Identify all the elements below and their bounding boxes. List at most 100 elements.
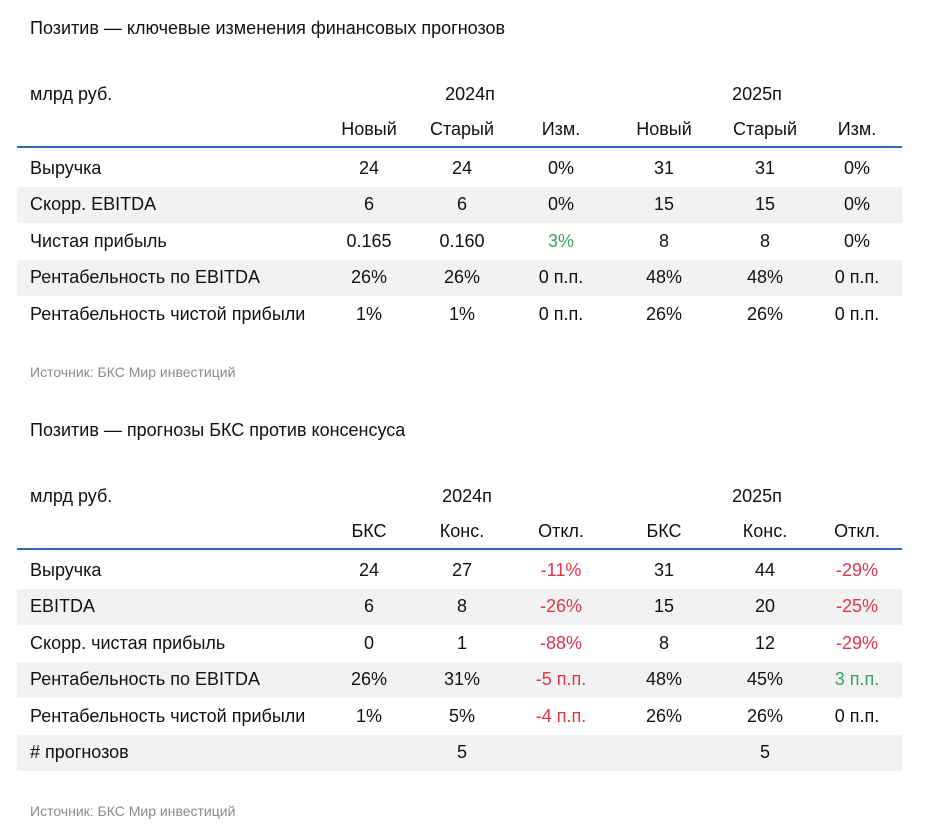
table-cell [515,735,607,772]
table1-year-2024: 2024п [445,84,495,104]
table2-header-row: БКС Конс. Откл. БКС Конс. Откл. [17,514,902,550]
table1-source: Источник: БКС Мир инвестиций [30,364,236,380]
table-cell: 48% [645,669,683,690]
table-cell: 26% [746,705,784,726]
table-cell: 31 [653,157,675,178]
table-cell: 0.160 [439,230,485,251]
table-cell: 1% [355,303,382,324]
row-label: Рентабельность чистой прибыли [30,303,306,324]
table-cell: 44 [754,559,776,580]
table-cell: 6 [456,194,467,215]
row-label: Рентабельность по EBITDA [30,267,260,288]
table-cell: 1 [456,632,467,653]
table-cell: 0 п.п. [834,267,880,288]
table-cell-negative: -11% [540,559,582,580]
row-label: # прогнозов [30,742,129,763]
row-label: EBITDA [30,596,96,617]
table-cell: 24 [451,157,473,178]
table2-row-adj-net-income: Скорр. чистая прибыль 0 1 -88% 8 12 -29% [17,625,902,662]
table-cell-negative: -29% [835,559,879,580]
table2-row-revenue: Выручка 24 27 -11% 31 44 -29% [17,552,902,589]
table-cell: 15 [754,194,776,215]
table-cell: 8 [759,230,770,251]
table-cell-negative: -29% [835,632,879,653]
table2-col-header: Конс. [439,520,485,541]
table-cell: 0 п.п. [834,303,880,324]
table1-title: Позитив — ключевые изменения финансовых … [30,18,506,38]
table1-col-header: Изм. [837,118,877,139]
table1-row-revenue: Выручка 24 24 0% 31 31 0% [17,150,902,187]
row-label: Выручка [30,157,102,178]
table1-year-2025: 2025п [732,84,782,104]
row-label: Скорр. чистая прибыль [30,632,226,653]
table2-year-2024: 2024п [442,486,492,506]
table-cell: 0 [363,632,374,653]
row-label: Чистая прибыль [30,230,167,251]
table-cell: 15 [653,194,675,215]
table1-row-ebitda-margin: Рентабельность по EBITDA 26% 26% 0 п.п. … [17,259,902,296]
table-cell: 8 [658,632,669,653]
table1-unit: млрд руб. [30,84,113,104]
row-label: Скорр. EBITDA [30,194,157,215]
table-cell: 45% [746,669,784,690]
table-cell: 0 п.п. [538,267,584,288]
table-cell: 48% [746,267,784,288]
table2-col-header: Конс. [742,520,788,541]
table-cell-negative: -4 п.п. [535,705,587,726]
table2-col-header: БКС [351,520,387,541]
table-cell: 26% [645,303,683,324]
table2-source: Источник: БКС Мир инвестиций [30,803,236,819]
table-cell-negative: -25% [835,596,879,617]
table-cell: 6 [363,596,374,617]
table2-row-forecast-count: # прогнозов 5 5 [17,734,902,772]
table-cell: 5 [759,742,770,763]
table1-row-net-income: Чистая прибыль 0.165 0.160 3% 8 8 0% [17,223,902,260]
table1-header-row: Новый Старый Изм. Новый Старый Изм. [17,112,902,148]
table-cell: 24 [358,559,380,580]
table-cell: 20 [754,596,776,617]
table2-row-net-margin: Рентабельность чистой прибыли 1% 5% -4 п… [17,698,902,735]
table1-row-net-margin: Рентабельность чистой прибыли 1% 1% 0 п.… [17,296,902,333]
table-cell [619,735,709,772]
table-cell: 15 [653,596,675,617]
table-cell: 26% [645,705,683,726]
row-label: Выручка [30,559,102,580]
table-cell: 48% [645,267,683,288]
table-cell: 5% [448,705,475,726]
table1-col-header: Новый [341,118,397,139]
table2-col-header: БКС [646,520,682,541]
table2-year-2025: 2025п [732,486,782,506]
table-cell: 0% [843,157,870,178]
table-cell-positive: 3% [547,230,574,251]
table1-col-header: Изм. [541,118,581,139]
table-cell: 8 [658,230,669,251]
table1-col-header: Старый [429,118,495,139]
table-cell [324,735,414,772]
table-cell: 26% [350,267,388,288]
table-cell: 31 [754,157,776,178]
table-cell-positive: 3 п.п. [834,669,880,690]
table2-col-header: Откл. [538,520,584,541]
table-cell: 0% [843,194,870,215]
table-cell: 26% [443,267,481,288]
table-cell-negative: -5 п.п. [535,669,587,690]
table-cell: 31% [443,669,481,690]
table-cell: 24 [358,157,380,178]
table-cell: 26% [746,303,784,324]
table-cell-negative: -88% [539,632,583,653]
table-cell: 12 [754,632,776,653]
table2-col-header: Откл. [834,520,880,541]
table-cell: 27 [451,559,473,580]
table-cell: 0 п.п. [538,303,584,324]
table1-col-header: Старый [732,118,798,139]
table2-row-ebitda-margin: Рентабельность по EBITDA 26% 31% -5 п.п.… [17,661,902,698]
table-cell: 1% [448,303,475,324]
table-cell-negative: -26% [539,596,583,617]
table-cell [812,735,902,772]
table-cell: 0% [843,230,870,251]
table2-title: Позитив — прогнозы БКС против консенсуса [30,420,406,440]
table-cell: 5 [456,742,467,763]
table-cell: 26% [350,669,388,690]
table1-col-header: Новый [636,118,692,139]
table2-unit: млрд руб. [30,486,113,506]
